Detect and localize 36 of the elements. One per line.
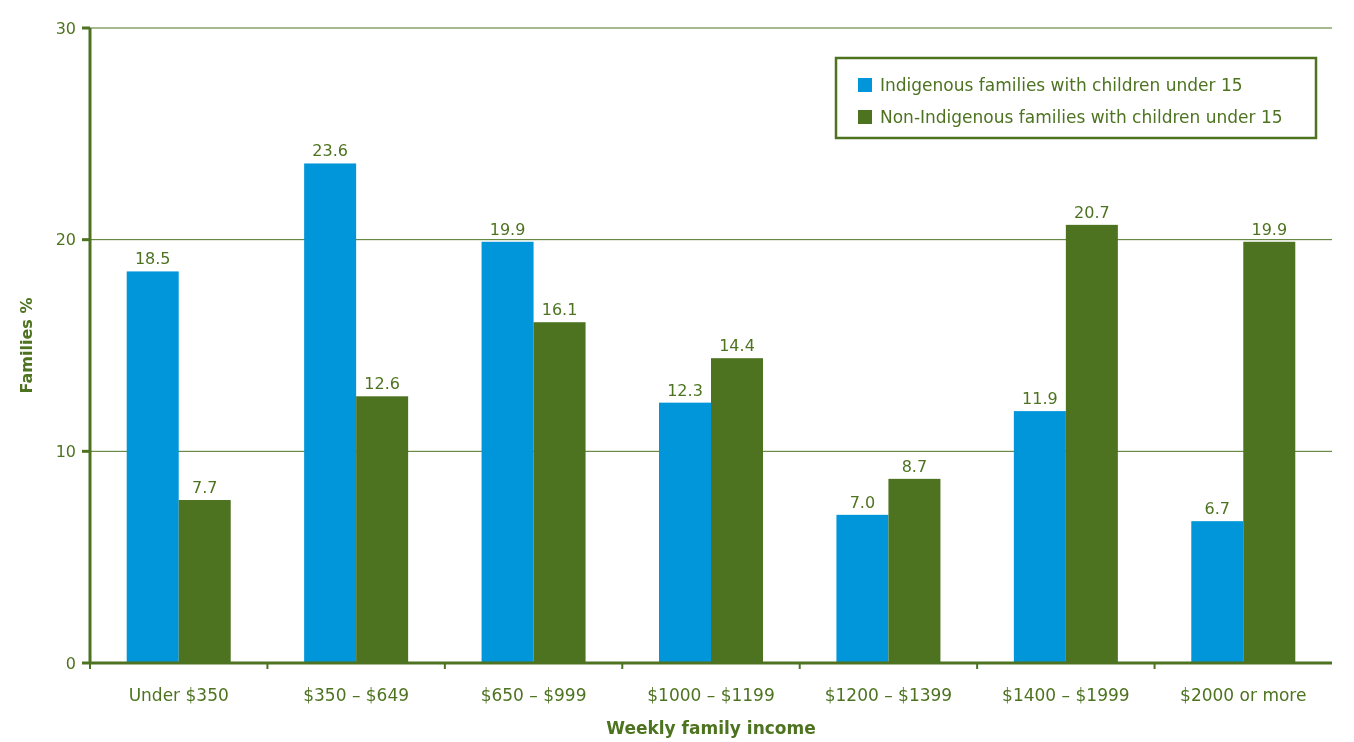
x-tick-label: $1400 – $1999 [1002,685,1130,705]
x-tick-label: $2000 or more [1180,685,1307,705]
y-tick-label: 20 [55,230,76,250]
bar [1013,411,1066,663]
data-label: 23.6 [312,141,348,161]
x-tick-label: $350 – $649 [303,685,410,705]
x-tick-label: $1000 – $1199 [647,685,775,705]
bar [1191,521,1244,663]
legend-label: Indigenous families with children under 15 [880,74,1243,95]
x-axis-title: Weekly family income [606,718,816,738]
x-tick-label: $650 – $999 [480,685,587,705]
data-label: 18.5 [134,249,171,269]
x-tick-label: Under $350 [128,685,229,705]
y-tick-label: 0 [65,653,76,673]
data-label: 12.6 [364,374,400,394]
data-label: 6.7 [1204,499,1231,519]
bar [659,402,711,663]
bar [836,514,889,663]
bar [304,163,357,663]
data-label: 14.4 [719,336,755,356]
data-label: 19.9 [1251,219,1288,239]
data-label: 16.1 [541,300,578,320]
data-label: 20.7 [1074,202,1110,222]
data-label: 8.7 [901,456,928,476]
legend-label: Non-Indigenous families with children under 15 [880,106,1283,127]
bar [481,241,534,663]
data-label: 7.7 [191,478,218,498]
y-axis-title: Families % [17,297,36,394]
data-label: 19.9 [489,219,526,239]
y-tick-label: 10 [55,441,76,461]
bar [126,271,179,663]
data-label: 7.0 [849,492,876,512]
data-label: 12.3 [667,380,703,400]
data-label: 11.9 [1022,389,1058,409]
y-tick-label: 30 [55,18,76,38]
x-tick-label: $1200 – $1399 [824,685,953,705]
